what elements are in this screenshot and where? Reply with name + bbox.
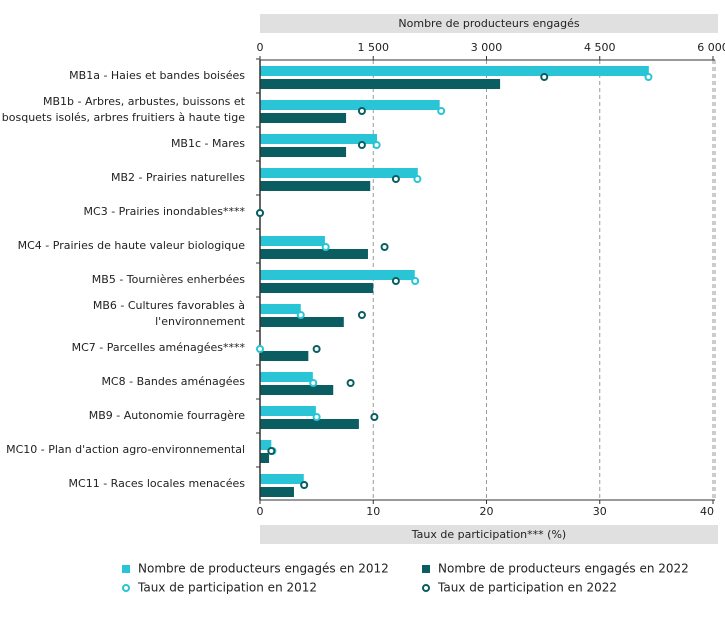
legend-swatch (422, 584, 430, 592)
x2-tick-label: 30 (593, 505, 607, 518)
rate-marker (540, 73, 549, 81)
x-tick-label: 6 000 (697, 41, 725, 54)
rate-marker (312, 413, 321, 421)
bar (260, 113, 347, 123)
category-label: MC4 - Prairies de haute valeur biologiqu… (17, 239, 245, 252)
bar (260, 66, 649, 76)
rate-marker (296, 311, 305, 319)
bar (260, 419, 359, 429)
category-label: MB5 - Tournières enherbées (91, 273, 245, 286)
bar (260, 270, 415, 280)
rate-marker (391, 277, 400, 285)
legend-label: Nombre de producteurs engagés en 2012 (138, 562, 389, 576)
bar (260, 372, 313, 382)
category-label: MC10 - Plan d'action agro-environnementa… (6, 443, 245, 456)
bar (260, 385, 334, 395)
bar (260, 100, 440, 110)
x-tick-label: 0 (257, 41, 264, 54)
bar (260, 440, 272, 450)
category-label: MB1a - Haies et bandes boisées (69, 69, 245, 82)
bar (260, 168, 418, 178)
rate-marker (309, 379, 318, 387)
rate-marker (391, 175, 400, 183)
bar (260, 317, 344, 327)
bar (260, 181, 371, 191)
category-label: MC8 - Bandes aménagées (101, 375, 245, 388)
category-label: MB6 - Cultures favorables à l'environnem… (92, 299, 245, 328)
legend-swatch (422, 565, 430, 573)
legend-label: Taux de participation en 2012 (137, 581, 317, 595)
rate-marker (312, 345, 321, 353)
bar (260, 487, 294, 497)
rate-marker (380, 243, 389, 251)
top-axis-band (260, 14, 718, 33)
x2-axis-title: Taux de participation*** (%) (411, 528, 566, 541)
rate-marker (300, 481, 309, 489)
bar (260, 249, 368, 259)
x-tick-label: 3 000 (471, 41, 503, 54)
bar (260, 147, 347, 157)
x2-tick-label: 10 (366, 505, 380, 518)
category-label: MB1b - Arbres, arbustes, buissons et bos… (1, 95, 245, 124)
rate-marker (346, 379, 355, 387)
bar (260, 351, 309, 361)
bar (260, 134, 378, 144)
rate-marker (357, 311, 366, 319)
rate-marker (357, 107, 366, 115)
rate-marker (256, 209, 264, 217)
rate-marker (370, 413, 379, 421)
rate-marker (321, 243, 330, 251)
bar (260, 453, 270, 463)
legend-swatch (122, 565, 130, 573)
bottom-axis-band (260, 525, 718, 544)
category-label: MC7 - Parcelles aménagées**** (71, 341, 245, 354)
category-label: MC3 - Prairies inondables**** (83, 205, 245, 218)
category-label: MB2 - Prairies naturelles (111, 171, 245, 184)
legend-label: Nombre de producteurs engagés en 2022 (438, 562, 689, 576)
bar (260, 79, 501, 89)
bar (260, 474, 304, 484)
category-label: MB9 - Autonomie fourragère (88, 409, 245, 422)
x-axis-title: Nombre de producteurs engagés (398, 17, 579, 30)
rate-marker (413, 175, 422, 183)
x2-tick-label: 20 (480, 505, 494, 518)
rate-marker (256, 345, 264, 353)
bar (260, 236, 325, 246)
legend-label: Taux de participation en 2022 (437, 581, 617, 595)
rate-marker (267, 447, 276, 455)
rate-marker (411, 277, 420, 285)
bar (260, 283, 374, 293)
rate-marker (644, 73, 653, 81)
x2-tick-label: 0 (257, 505, 264, 518)
x-tick-label: 1 500 (358, 41, 390, 54)
bar (260, 304, 301, 314)
rate-marker (437, 107, 446, 115)
x-tick-label: 4 500 (584, 41, 616, 54)
category-label: MC11 - Races locales menacées (68, 477, 245, 490)
legend-swatch (122, 584, 130, 592)
category-label: MB1c - Mares (170, 137, 245, 150)
rate-marker (372, 141, 381, 149)
bar (260, 406, 316, 416)
x2-tick-label: 40 (700, 505, 714, 518)
rate-marker (357, 141, 366, 149)
